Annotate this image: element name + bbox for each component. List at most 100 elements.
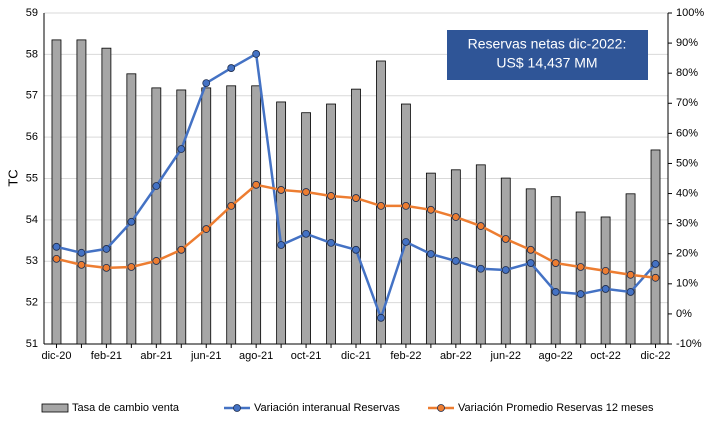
point xyxy=(352,194,360,202)
y2-tick-label: 90% xyxy=(676,37,698,49)
point xyxy=(451,257,460,265)
bar xyxy=(625,193,636,345)
x-tick-label: dic-21 xyxy=(341,350,371,362)
point xyxy=(476,264,485,273)
x-tick-label: ago-22 xyxy=(539,350,573,362)
point xyxy=(277,186,286,194)
bar xyxy=(600,216,611,345)
x-tick-label: feb-22 xyxy=(390,350,421,362)
x-tick-label: ago-21 xyxy=(239,350,273,362)
bar xyxy=(126,73,137,345)
point xyxy=(377,201,385,210)
annotation: US$ 14,437 MM xyxy=(496,55,597,71)
y-tick-label: 57 xyxy=(26,90,38,102)
bar xyxy=(326,103,336,345)
bar xyxy=(550,196,561,345)
y-tick-label: 59 xyxy=(26,7,38,19)
bar xyxy=(226,85,237,345)
point xyxy=(252,50,261,58)
point xyxy=(601,266,610,275)
x-tick-label: abr-21 xyxy=(140,350,172,362)
point xyxy=(526,245,535,254)
point xyxy=(551,259,560,267)
point xyxy=(377,313,385,322)
x-tick-label: dic-22 xyxy=(641,350,671,362)
bar xyxy=(301,112,311,345)
y2-tick-label: 40% xyxy=(676,187,698,199)
annotation: Reservas netas dic-2022: xyxy=(468,36,627,52)
bar xyxy=(425,172,436,345)
x-tick-label: feb-21 xyxy=(91,350,122,362)
y2-tick-label: 60% xyxy=(676,127,698,139)
point xyxy=(426,205,435,214)
point xyxy=(501,266,510,274)
point xyxy=(402,238,410,246)
y-tick-label: 58 xyxy=(26,48,38,60)
point xyxy=(227,64,236,72)
bar xyxy=(51,39,62,345)
y2-tick-label: 80% xyxy=(676,67,698,79)
bar xyxy=(575,211,586,345)
y-tick-label: 51 xyxy=(26,338,38,350)
point xyxy=(77,248,86,257)
point xyxy=(127,263,136,271)
y2-tick-label: 70% xyxy=(676,97,698,109)
point xyxy=(302,229,310,238)
legend-swatch xyxy=(41,403,69,413)
point xyxy=(526,259,535,267)
y2-tick-label: 30% xyxy=(676,218,698,230)
x-tick-label: abr-22 xyxy=(440,350,472,362)
point xyxy=(451,213,460,221)
point xyxy=(102,263,111,272)
point xyxy=(227,201,236,210)
y-tick-label: 54 xyxy=(26,214,38,226)
x-tick-label: oct-21 xyxy=(291,350,322,362)
point xyxy=(551,288,560,296)
point xyxy=(202,79,211,88)
y2-tick-label: 20% xyxy=(676,248,698,260)
bar xyxy=(401,103,411,345)
bar xyxy=(176,89,187,345)
point xyxy=(601,285,610,293)
point xyxy=(177,145,186,153)
point xyxy=(152,257,161,265)
point xyxy=(476,222,485,230)
bar xyxy=(251,85,262,345)
point xyxy=(327,238,335,247)
point xyxy=(102,245,111,253)
y-tick-label: 52 xyxy=(26,297,38,309)
legend-label: Tasa de cambio venta xyxy=(72,402,180,414)
point xyxy=(77,260,86,269)
point xyxy=(352,245,360,254)
y2-tick-label: 10% xyxy=(676,278,698,290)
bar xyxy=(450,169,461,345)
point xyxy=(402,201,410,210)
x-tick-label: jun-22 xyxy=(489,350,521,362)
x-tick-label: dic-20 xyxy=(41,350,71,362)
point xyxy=(52,254,61,263)
point xyxy=(202,225,211,233)
y2-tick-label: 0% xyxy=(676,308,692,320)
bar xyxy=(351,88,361,345)
point xyxy=(576,263,585,271)
y-tick-label: 55 xyxy=(26,172,38,184)
point xyxy=(127,217,136,226)
bar xyxy=(276,101,287,345)
legend-label: Variación Promedio Reservas 12 meses xyxy=(458,402,654,414)
bar xyxy=(151,87,162,345)
point xyxy=(177,245,186,254)
y-tick-label: 56 xyxy=(26,131,38,143)
point xyxy=(52,242,61,251)
point xyxy=(626,270,635,279)
point xyxy=(327,192,335,200)
point xyxy=(302,188,310,196)
point xyxy=(152,182,161,190)
point xyxy=(501,235,510,243)
legend-swatch xyxy=(233,404,241,412)
bar xyxy=(650,149,661,345)
point xyxy=(426,250,435,258)
point xyxy=(277,241,286,249)
point xyxy=(651,260,660,268)
legend-label: Variación interanual Reservas xyxy=(254,402,400,414)
